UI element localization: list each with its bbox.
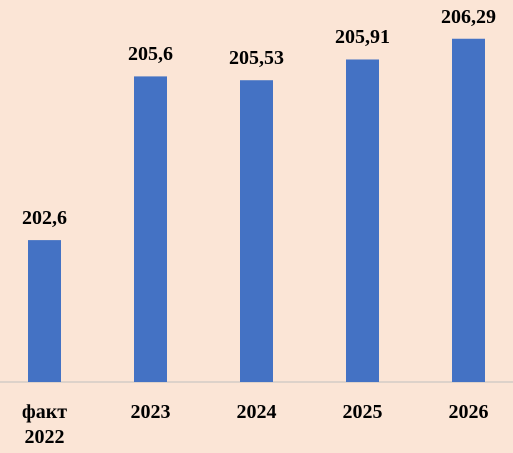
x-tick-label: факт 2022 <box>21 401 68 448</box>
bar <box>134 76 167 383</box>
x-tick-label: 2023 <box>130 401 171 423</box>
bar <box>28 240 61 382</box>
x-tick-label: 2024 <box>236 401 277 423</box>
value-label: 206,29 <box>441 5 496 28</box>
value-label: 202,6 <box>22 207 67 230</box>
bar <box>240 80 273 382</box>
x-tick-label: 2025 <box>342 401 383 423</box>
x-tick-label: 2026 <box>448 401 489 423</box>
value-label: 205,53 <box>229 47 284 70</box>
value-label: 205,91 <box>335 26 390 49</box>
bar <box>452 38 485 382</box>
bar <box>346 59 379 383</box>
value-label: 205,6 <box>128 43 173 66</box>
